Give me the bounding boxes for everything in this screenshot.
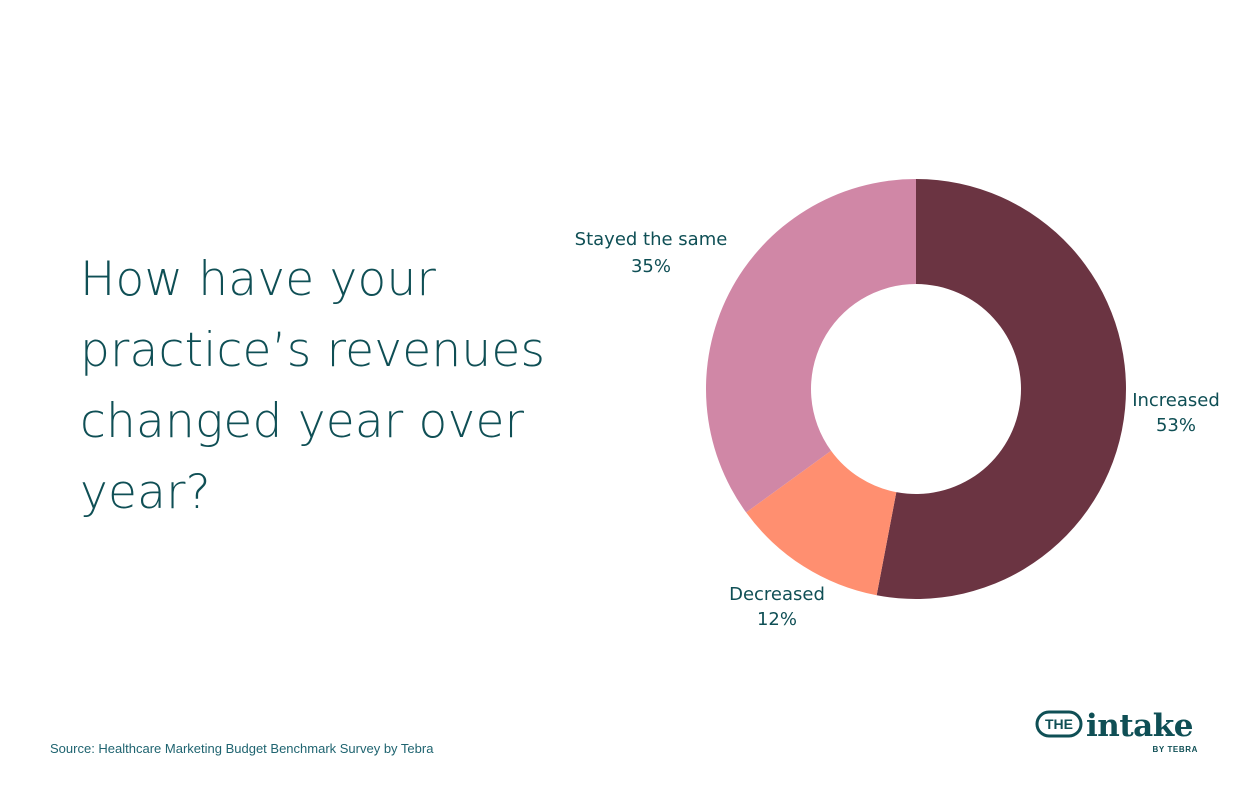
slice-label-value: 53%: [1156, 415, 1196, 436]
slice-label-name: Increased: [1132, 390, 1220, 411]
slice-label-value: 12%: [757, 609, 797, 630]
the-intake-logo: THE intake BY TEBRA: [1035, 708, 1198, 754]
slice-increased: [876, 179, 1126, 599]
source-note: Source: Healthcare Marketing Budget Benc…: [50, 741, 434, 756]
slice-labels: Increased 53% Decreased 12% Stayed the same 3…: [575, 229, 1220, 630]
slice-label-value: 35%: [631, 256, 671, 277]
donut-slices: [706, 179, 1126, 599]
slice-stayed-the-same: [706, 179, 916, 513]
logo-byline-text: BY TEBRA: [1152, 745, 1198, 754]
logo-the-text: THE: [1045, 716, 1073, 732]
chart-title: How have your practice’s revenues change…: [80, 252, 546, 520]
slice-label-name: Stayed the same: [575, 229, 728, 250]
slice-decreased: [746, 450, 897, 596]
slice-label-name: Decreased: [729, 584, 825, 605]
logo-intake-text: intake: [1086, 708, 1193, 744]
